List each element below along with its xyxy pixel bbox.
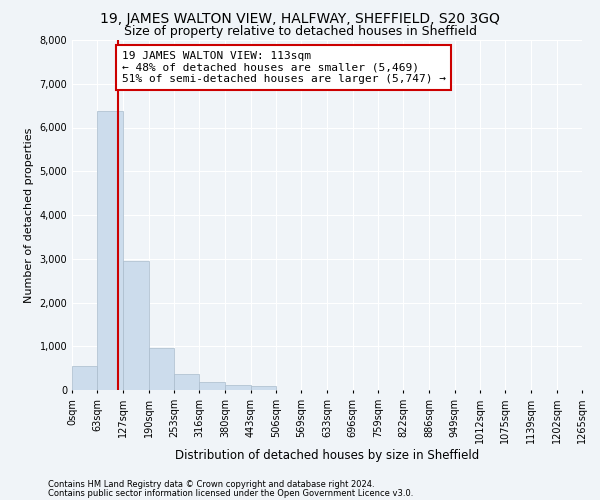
Text: Contains HM Land Registry data © Crown copyright and database right 2024.: Contains HM Land Registry data © Crown c… bbox=[48, 480, 374, 489]
Text: 19 JAMES WALTON VIEW: 113sqm
← 48% of detached houses are smaller (5,469)
51% of: 19 JAMES WALTON VIEW: 113sqm ← 48% of de… bbox=[122, 51, 446, 84]
X-axis label: Distribution of detached houses by size in Sheffield: Distribution of detached houses by size … bbox=[175, 448, 479, 462]
Bar bbox=[97, 111, 123, 390]
Y-axis label: Number of detached properties: Number of detached properties bbox=[24, 128, 34, 302]
Bar bbox=[123, 262, 149, 390]
Bar bbox=[225, 385, 251, 390]
Text: 19, JAMES WALTON VIEW, HALFWAY, SHEFFIELD, S20 3GQ: 19, JAMES WALTON VIEW, HALFWAY, SHEFFIEL… bbox=[100, 12, 500, 26]
Bar bbox=[174, 374, 199, 390]
Text: Size of property relative to detached houses in Sheffield: Size of property relative to detached ho… bbox=[124, 25, 476, 38]
Bar bbox=[199, 382, 225, 390]
Bar bbox=[149, 348, 174, 390]
Bar bbox=[72, 366, 97, 390]
Text: Contains public sector information licensed under the Open Government Licence v3: Contains public sector information licen… bbox=[48, 488, 413, 498]
Bar bbox=[251, 386, 276, 390]
